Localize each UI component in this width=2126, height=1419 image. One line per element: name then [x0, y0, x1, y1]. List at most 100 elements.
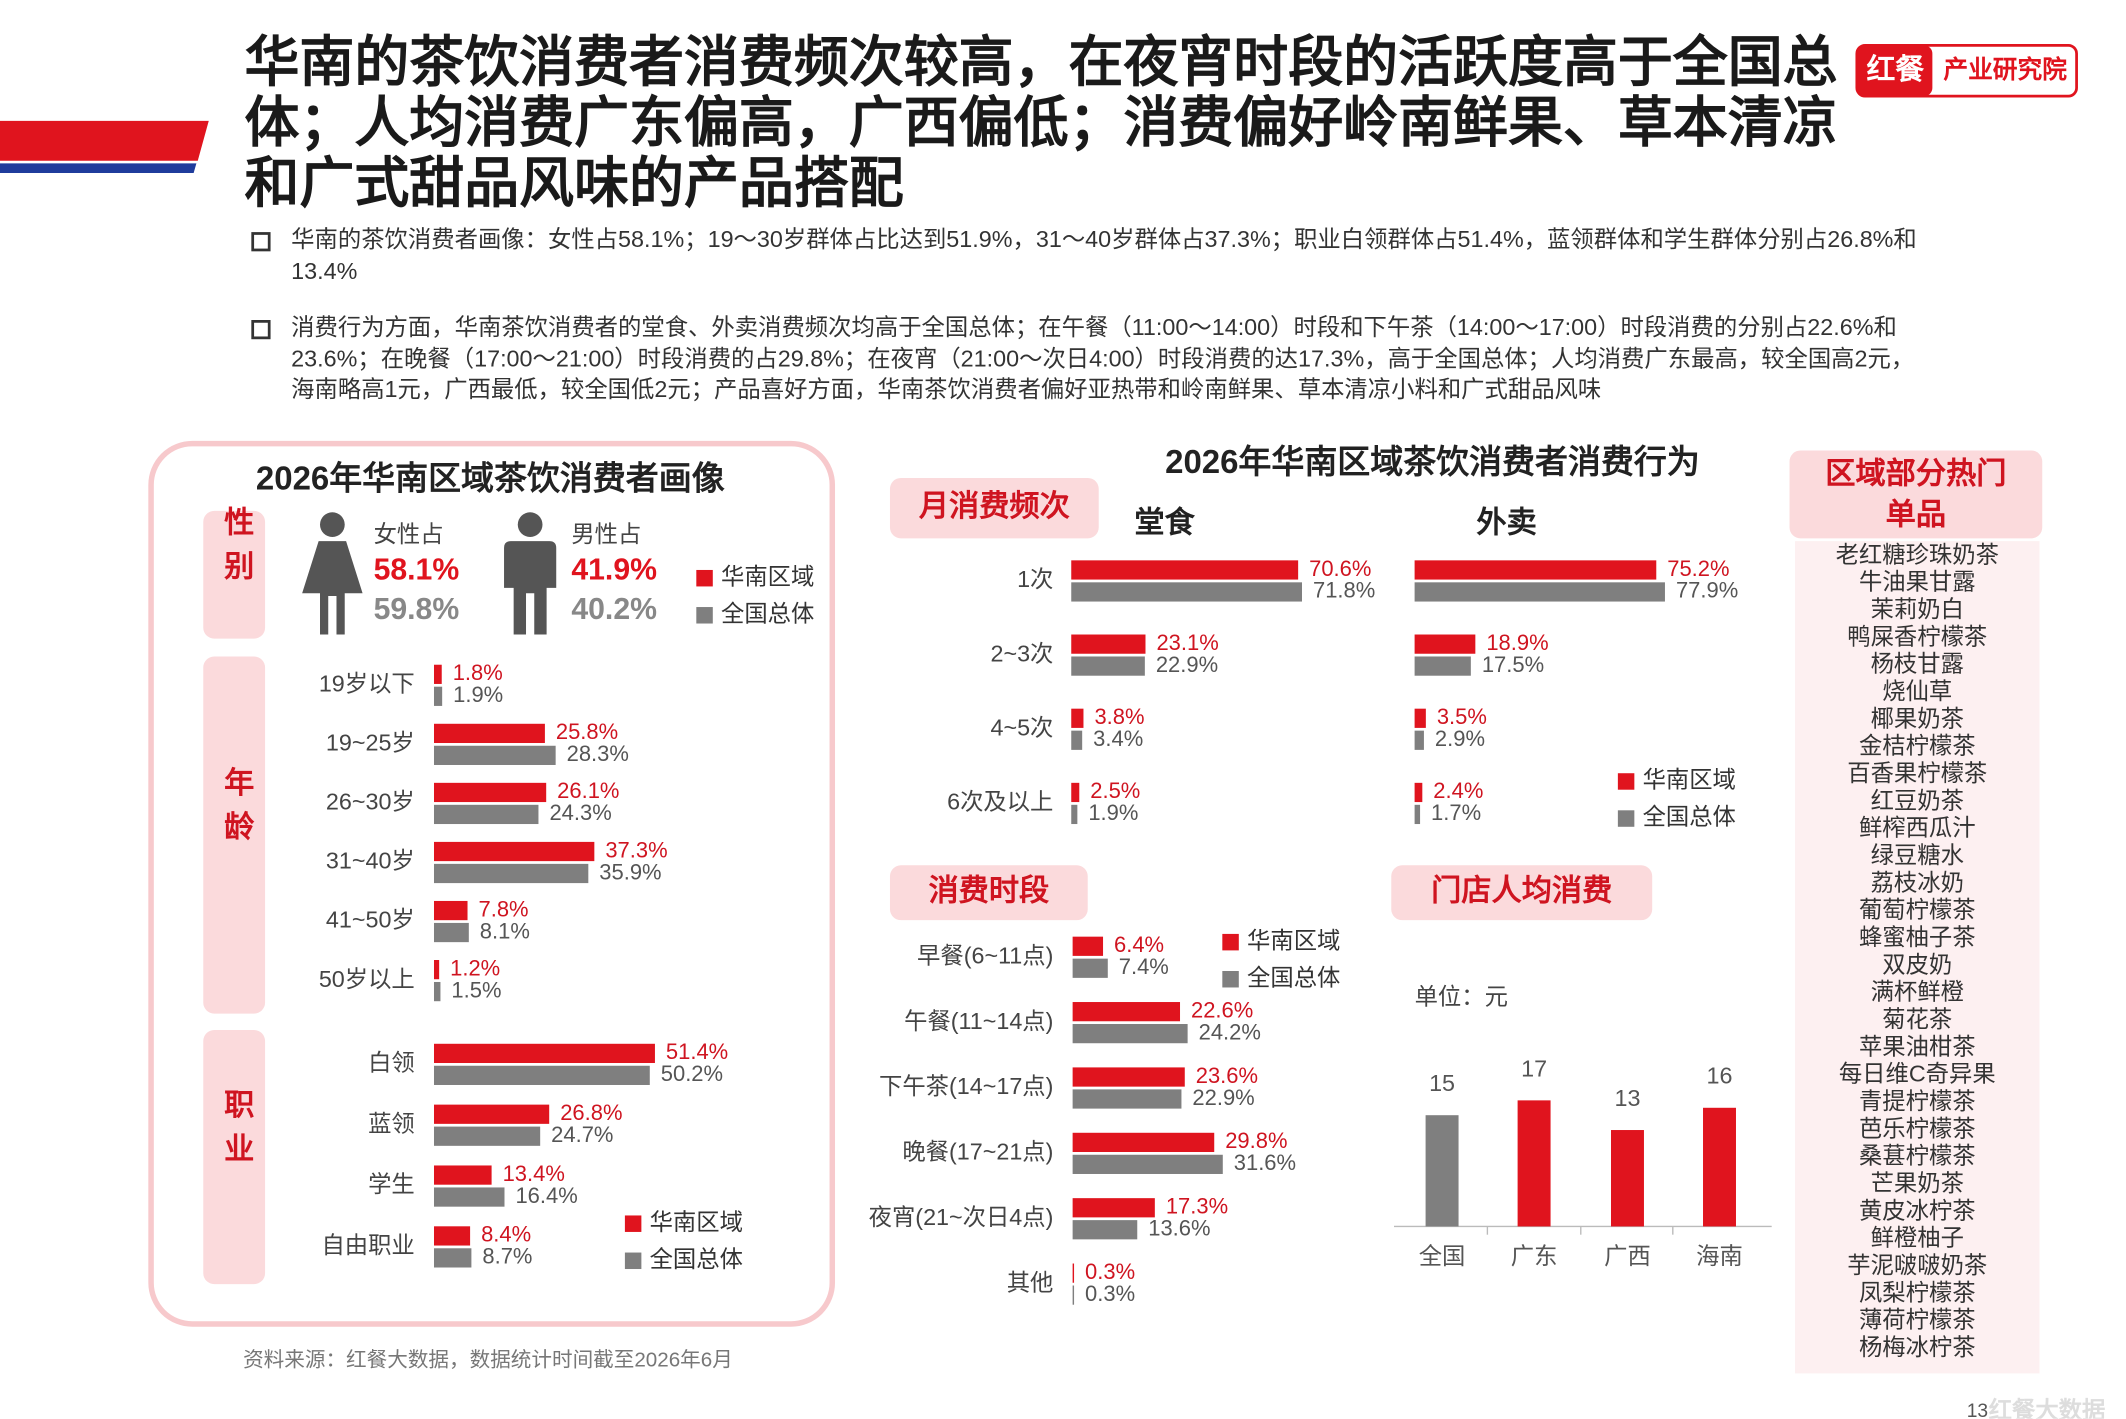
- gender-label: 女性占: [374, 521, 444, 547]
- value-label: 31.6%: [1234, 1150, 1296, 1175]
- bar: [1414, 560, 1657, 580]
- bar: [1414, 708, 1426, 728]
- value-label: 23.1%: [1156, 630, 1218, 655]
- hot-item: 鲜橙柚子: [1871, 1225, 1964, 1251]
- value-label: 17: [1521, 1055, 1547, 1081]
- bar: [433, 981, 441, 1002]
- footer-brand: 红餐大数据: [1989, 1396, 2106, 1419]
- hot-item: 杨梅冰柠茶: [1859, 1334, 1976, 1360]
- category-label: 2~3次: [990, 640, 1053, 666]
- bar: [1072, 1263, 1075, 1283]
- section-label: 职业: [219, 1088, 254, 1176]
- legend-label: 华南区域: [1643, 767, 1736, 793]
- category-label: 1次: [1017, 566, 1053, 592]
- section-label: 年龄: [219, 766, 254, 854]
- value-label: 13: [1615, 1085, 1641, 1111]
- gender-value: 40.2%: [571, 593, 657, 626]
- legend-swatch: [1617, 773, 1635, 790]
- value-label: 0.3%: [1085, 1281, 1135, 1306]
- logo-text: 产业研究院: [1943, 55, 2067, 84]
- value-label: 1.9%: [453, 682, 503, 707]
- category-label: 广西: [1604, 1243, 1651, 1269]
- bar: [1071, 708, 1084, 728]
- bar: [1071, 730, 1083, 750]
- female-icon: [302, 512, 363, 635]
- category-label: 自由职业: [321, 1232, 414, 1258]
- value-label: 17.5%: [1482, 652, 1544, 677]
- hot-item: 苹果油柑茶: [1859, 1033, 1976, 1059]
- value-label: 29.8%: [1225, 1128, 1287, 1153]
- bar: [1072, 1024, 1188, 1044]
- category-label: 下午茶(14~17点): [879, 1073, 1053, 1099]
- hot-item: 芋泥啵啵奶茶: [1847, 1252, 1987, 1278]
- bar: [433, 1226, 471, 1246]
- section-box: [1391, 865, 1653, 921]
- value-label: 1.9%: [1088, 800, 1138, 825]
- hot-list-bg: [1795, 541, 2040, 1374]
- value-label: 24.7%: [551, 1122, 613, 1147]
- bar: [433, 960, 440, 980]
- category-label: 19岁以下: [319, 670, 415, 696]
- value-label: 15: [1429, 1070, 1455, 1096]
- hot-item: 桑葚柠檬茶: [1859, 1143, 1976, 1169]
- bar: [433, 1187, 505, 1207]
- category-label: 海南: [1696, 1243, 1743, 1269]
- bar: [1072, 1198, 1155, 1218]
- section-box: [203, 656, 266, 1014]
- hot-title: 区域部分热门单品: [1789, 450, 2043, 539]
- value-label: 16.4%: [515, 1183, 577, 1208]
- bar: [433, 1043, 655, 1064]
- hot-item: 茉莉奶白: [1871, 596, 1964, 622]
- gender-label: 男性占: [571, 521, 641, 547]
- value-label: 8.4%: [481, 1222, 531, 1247]
- bar: [1071, 560, 1299, 580]
- bar: [433, 1248, 472, 1268]
- hot-item: 菊花茶: [1882, 1006, 1952, 1032]
- hot-item: 荔枝冰奶: [1871, 869, 1964, 895]
- bar: [1072, 1154, 1223, 1174]
- section-label: 月消费频次: [919, 489, 1070, 523]
- hot-item: 黄皮冰柠茶: [1859, 1197, 1976, 1223]
- value-label: 25.8%: [556, 719, 618, 744]
- value-label: 13.6%: [1148, 1216, 1210, 1241]
- bar: [1071, 804, 1078, 825]
- legend-label: 华南区域: [1247, 927, 1340, 953]
- value-label: 3.8%: [1094, 704, 1144, 729]
- hot-item: 红豆奶茶: [1871, 787, 1964, 813]
- value-label: 22.6%: [1191, 997, 1253, 1022]
- bar: [1703, 1107, 1736, 1227]
- male-icon: [504, 512, 557, 635]
- bar: [1071, 656, 1145, 676]
- bar: [433, 863, 589, 884]
- legend-swatch: [1222, 970, 1239, 988]
- legend-swatch: [696, 569, 713, 587]
- value-label: 51.4%: [666, 1039, 728, 1064]
- value-label: 8.1%: [480, 918, 530, 943]
- category-label: 午餐(11~14点): [904, 1008, 1053, 1034]
- value-label: 77.9%: [1676, 578, 1738, 603]
- category-label: 41~50岁: [326, 907, 415, 933]
- value-label: 37.3%: [605, 837, 667, 862]
- section-box: [203, 1030, 266, 1285]
- gender-value: 41.9%: [571, 553, 657, 586]
- bullet: 华南的茶饮消费者画像：女性占58.1%；19～30岁群体占比达到51.9%，31…: [251, 225, 1920, 287]
- hot-item: 芭乐柠檬茶: [1859, 1115, 1976, 1141]
- value-label: 70.6%: [1309, 556, 1371, 581]
- category-label: 全国: [1419, 1243, 1466, 1269]
- legend-label: 全国总体: [650, 1246, 743, 1272]
- category-label: 6次及以上: [947, 789, 1053, 815]
- category-label: 50岁以上: [319, 966, 415, 992]
- bar: [433, 1126, 541, 1146]
- hot-item: 满杯鲜橙: [1871, 979, 1964, 1005]
- legend-label: 全国总体: [1247, 964, 1340, 990]
- hot-item: 鲜榨西瓜汁: [1859, 815, 1976, 841]
- value-label: 7.8%: [479, 896, 529, 921]
- legend-label: 全国总体: [1643, 804, 1736, 830]
- category-label: 19~25岁: [326, 730, 415, 756]
- legend-label: 全国总体: [721, 600, 814, 626]
- bar: [1072, 1089, 1182, 1109]
- value-label: 16: [1707, 1063, 1733, 1089]
- value-label: 23.6%: [1196, 1063, 1258, 1088]
